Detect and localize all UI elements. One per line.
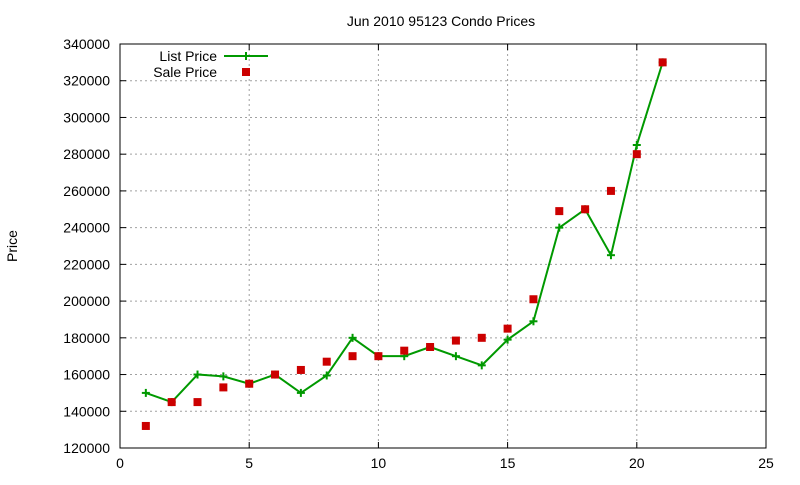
sale-price-point [167,398,176,407]
legend-label-list-price: List Price [159,48,217,64]
y-tick-label: 240000 [63,220,110,236]
list-price-point [348,333,357,342]
y-axis-tick-labels: 120000 140000 160000 180000 200000 220000 2400… [63,36,110,456]
grid [120,44,766,448]
sale-price-point [632,150,641,159]
sale-price-point [606,186,615,195]
plot-frame [119,43,767,449]
y-tick-label: 340000 [63,36,110,52]
sale-price-point [193,398,202,407]
list-price-point [219,372,228,381]
list-price-point [451,352,460,361]
sale-price-point [141,421,150,430]
y-tick-label: 220000 [63,256,110,272]
y-tick-label: 280000 [63,146,110,162]
list-price-point [477,361,486,370]
sale-price-point [529,295,538,304]
chart-title: Jun 2010 95123 Condo Prices [347,13,535,29]
list-price-point [555,223,564,232]
sale-price-point [374,352,383,361]
y-tick-label: 180000 [63,330,110,346]
x-tick-label: 25 [758,455,774,471]
x-tick-label: 5 [245,455,253,471]
y-tick-label: 200000 [63,293,110,309]
sale-price-point [658,58,667,67]
list-price-point [632,141,641,149]
y-tick-label: 320000 [63,73,110,89]
y-axis-label: Price [4,230,20,262]
list-price-point [296,388,305,397]
list-price-point [141,388,150,397]
sale-price-point [245,379,254,388]
sale-price-point [348,352,357,361]
sale-price-point [219,383,228,392]
series-layer [141,58,667,430]
axis-ticks [119,43,767,449]
sale-price-point [296,365,305,374]
x-tick-label: 0 [116,455,124,471]
legend-marker-list-price [242,52,250,60]
list-price-point [529,317,538,326]
legend: List Price Sale Price [153,48,268,80]
list-price-point [322,371,331,380]
legend-label-sale-price: Sale Price [153,64,217,80]
y-tick-label: 140000 [63,403,110,419]
sale-price-point [426,343,435,351]
sale-price-point [503,324,512,333]
sale-price-point [451,336,460,345]
y-tick-label: 120000 [63,440,110,456]
y-tick-label: 260000 [63,183,110,199]
x-tick-label: 20 [629,455,645,471]
list-price-point [503,335,512,344]
sale-price-point [400,346,409,355]
list-price-point [193,370,202,379]
sale-price-point [477,333,486,342]
legend-swatch-sale-price [242,68,250,76]
sale-price-point [322,357,331,366]
sale-price-point [271,370,280,379]
x-axis-tick-labels: 0 5 10 15 20 25 [116,455,774,471]
list-price-point [606,251,615,260]
x-tick-label: 15 [500,455,516,471]
y-tick-label: 300000 [63,109,110,125]
y-tick-label: 160000 [63,367,110,383]
sale-price-point [555,207,564,216]
x-tick-label: 10 [371,455,387,471]
sale-price-point [581,205,590,214]
